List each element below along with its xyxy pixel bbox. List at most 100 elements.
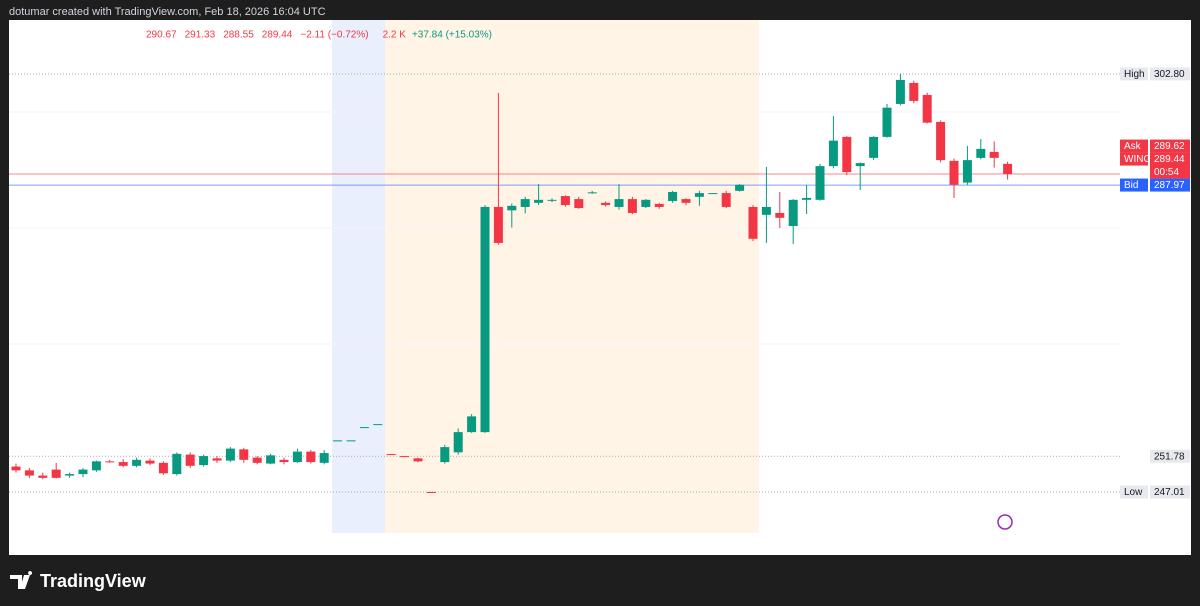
candle-body: [252, 457, 262, 463]
logo: [10, 571, 33, 589]
icon: [997, 514, 1013, 530]
ohlc-legend-value: 290.67: [146, 30, 177, 41]
tag-value: 289.44: [1154, 154, 1185, 165]
tag-name: Ask: [1124, 141, 1142, 152]
candle-body: [547, 199, 557, 201]
candle-body: [775, 212, 785, 218]
candle-body: [493, 206, 503, 243]
tag-value: 302.80: [1154, 69, 1185, 80]
tag-value: 289.62: [1154, 141, 1185, 152]
tag-value-bg: [1150, 485, 1190, 499]
tag-name-bg: [1120, 152, 1148, 166]
price-tag: 251.78: [1150, 449, 1190, 463]
candle-body: [1003, 163, 1013, 175]
candle-body: [601, 202, 611, 206]
candle-body: [936, 121, 946, 161]
candle-body: [346, 440, 356, 442]
price-tag: WING 289.44 00:54: [1120, 152, 1190, 179]
candle-body: [11, 466, 21, 471]
candle-body: [922, 94, 932, 123]
candle-body: [587, 192, 597, 194]
tag-value-bg: [1150, 139, 1190, 153]
candle-body: [225, 448, 235, 461]
replay-icon: [997, 514, 1013, 530]
candle-body: [145, 460, 155, 464]
candle-body: [333, 440, 343, 442]
tag-name-bg: [1120, 485, 1148, 499]
candle-body: [668, 191, 678, 201]
tag-name-bg: [1120, 178, 1148, 192]
candle-body: [453, 432, 463, 453]
candle-body: [212, 458, 222, 461]
candle-body: [681, 199, 691, 203]
candle-body: [400, 456, 410, 458]
candle-body: [828, 140, 838, 167]
candle-body: [386, 454, 396, 456]
candle-body: [788, 199, 798, 227]
candle-body: [614, 199, 624, 207]
candle-body: [976, 148, 986, 158]
candle-body: [654, 203, 664, 207]
tag-name: High: [1124, 69, 1145, 80]
brand: TradingView: [40, 571, 147, 591]
candle-body: [24, 470, 34, 476]
candle-body: [91, 461, 101, 471]
tag-value: 287.97: [1154, 180, 1185, 191]
ohlc-legend-value: 288.55: [223, 30, 254, 41]
candle-body: [480, 206, 490, 433]
attribution: dotumar created with TradingView.com, Fe…: [9, 6, 326, 18]
candle-body: [185, 454, 195, 466]
candle-body: [962, 160, 972, 183]
candle-body: [118, 462, 128, 466]
candle-body: [426, 491, 436, 493]
candle-body: [735, 184, 745, 191]
candle-body: [306, 451, 316, 463]
candle-body: [949, 160, 959, 185]
ohlc-legend-value: 289.44: [262, 30, 293, 41]
candle-body: [694, 193, 704, 197]
tag-name: Low: [1124, 487, 1143, 498]
ohlc-legend-value: 291.33: [185, 30, 216, 41]
candle-body: [869, 136, 879, 158]
candle-body: [855, 163, 865, 167]
volume-legend-value: 2.2 K: [383, 30, 407, 41]
candle-body: [172, 453, 182, 475]
candle-body: [748, 206, 758, 239]
candle-body: [989, 151, 999, 158]
candle-body: [413, 458, 423, 462]
candle-body: [534, 199, 544, 203]
candle-body: [292, 451, 302, 463]
ohlc-legend-value: −2.11 (−0.72%): [300, 30, 368, 41]
candle-body: [842, 136, 852, 173]
tag-value-bg: [1150, 178, 1190, 192]
candle-body: [882, 107, 892, 137]
tag-value: 251.78: [1154, 451, 1185, 462]
volume-legend-value: +37.84 (+15.03%): [412, 30, 492, 41]
tag-value-bg: [1150, 449, 1190, 463]
candle-body: [132, 459, 142, 466]
candle-body: [641, 199, 651, 207]
tag-value: 247.01: [1154, 487, 1185, 498]
candle-body: [373, 424, 383, 426]
tag-value-bg: [1150, 152, 1190, 179]
candle-body: [802, 197, 812, 200]
price-tag: Ask 289.62: [1120, 139, 1190, 153]
candle-body: [359, 427, 369, 429]
candle-body: [761, 206, 771, 215]
tag-name: WING: [1124, 154, 1151, 165]
candle-body: [78, 469, 88, 475]
candle-body: [105, 461, 115, 463]
tag-name-bg: [1120, 67, 1148, 81]
candle-body: [708, 193, 718, 195]
candle-body: [319, 453, 329, 463]
candle-body: [158, 462, 168, 474]
logo-mark: [10, 571, 33, 589]
candle-body: [520, 199, 530, 207]
candle-body: [266, 455, 276, 464]
candle-body: [815, 166, 825, 200]
premarket-session: [332, 20, 385, 533]
candle-body: [721, 193, 731, 207]
price-tag: High 302.80: [1120, 67, 1190, 81]
